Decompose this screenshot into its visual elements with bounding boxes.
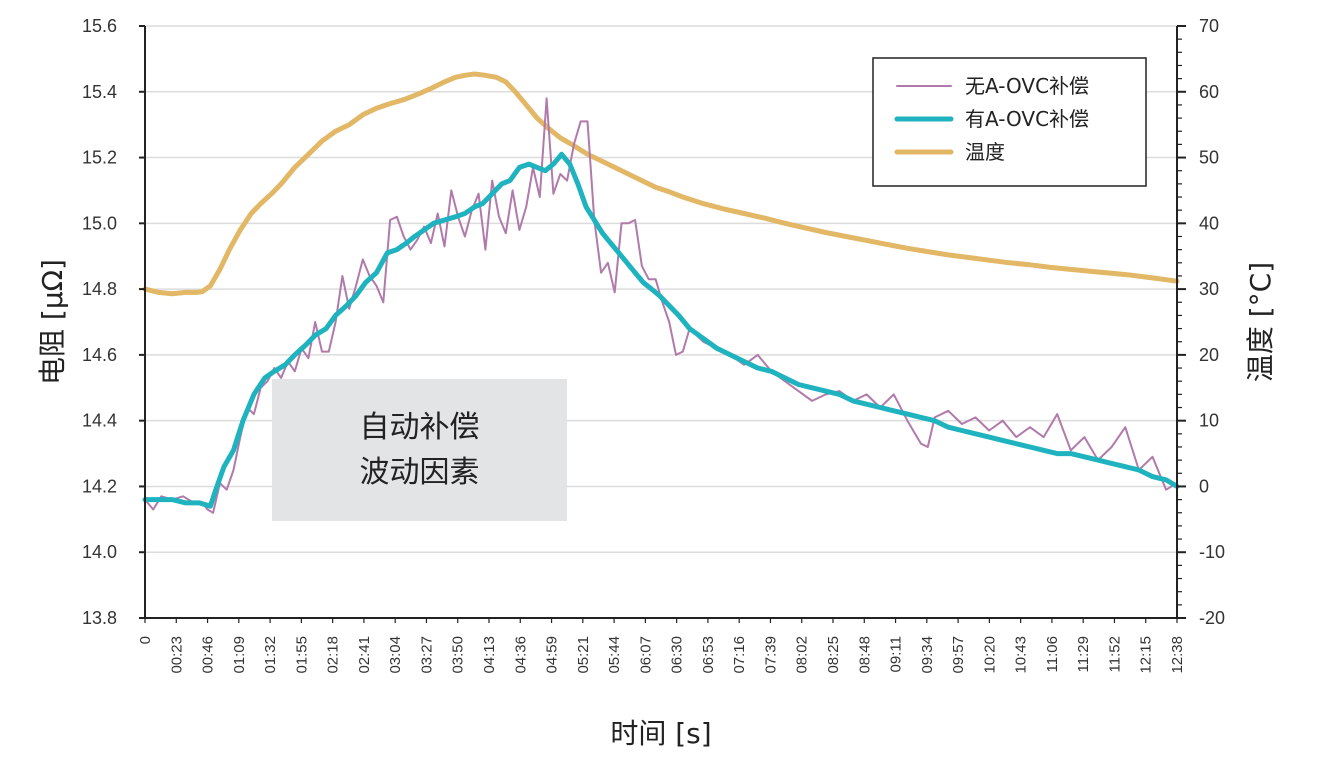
annotation-line-2: 波动因素 (360, 455, 480, 490)
x-tick-label: 10:43 (1013, 636, 1030, 674)
x-tick-label: 05:21 (575, 636, 592, 674)
annotation-background (272, 379, 567, 521)
x-tick-label: 04:13 (481, 636, 498, 674)
x-tick-label: 12:15 (1138, 636, 1155, 674)
right-tick-label: 30 (1199, 279, 1219, 299)
x-tick-label: 06:07 (637, 636, 654, 674)
y-axis-right-title: 温度 [°C] (1244, 262, 1277, 382)
left-tick-label: 13.8 (82, 608, 117, 628)
x-tick-label: 05:44 (606, 636, 623, 674)
x-tick-label: 12:38 (1169, 636, 1186, 674)
left-tick-label: 15.4 (82, 82, 117, 102)
x-tick-label: 09:11 (888, 636, 905, 672)
annotation-box: 自动补偿 波动因素 (272, 379, 567, 521)
left-tick-label: 15.2 (82, 148, 117, 168)
x-tick-label: 06:30 (669, 636, 686, 674)
x-tick-label: 04:59 (544, 636, 561, 674)
left-tick-label: 15.6 (82, 16, 117, 36)
right-tick-label: 40 (1199, 213, 1219, 233)
x-tick-label: 01:32 (262, 636, 279, 674)
right-tick-label: -20 (1199, 608, 1225, 628)
left-tick-label: 14.6 (82, 345, 117, 365)
x-tick-label: 09:34 (919, 636, 936, 674)
legend-label-0: 无A-OVC补偿 (965, 74, 1089, 98)
x-tick-label: 03:27 (418, 636, 435, 674)
left-tick-label: 14.4 (82, 411, 117, 431)
x-tick-label: 01:55 (293, 636, 310, 674)
right-tick-label: 0 (1199, 476, 1209, 496)
x-axis-title: 时间 [s] (610, 717, 711, 750)
x-tick-label: 01:09 (231, 636, 248, 674)
x-tick-label: 08:02 (794, 636, 811, 674)
x-tick-label: 04:36 (512, 636, 529, 674)
right-tick-label: -10 (1199, 542, 1225, 562)
series-layer (142, 71, 1180, 514)
x-tick-labels: 0 00:23 00:46 01:09 01:32 01:55 02:18 02:41 03:0… (137, 636, 1186, 674)
x-tick-label: 11:06 (1044, 636, 1061, 672)
x-tick-label: 11:52 (1106, 636, 1123, 672)
annotation-line-1: 自动补偿 (360, 410, 480, 445)
right-tick-label: 60 (1199, 82, 1219, 102)
right-tick-label: 20 (1199, 345, 1219, 365)
series-line-0 (144, 97, 1178, 514)
series-line-2 (142, 71, 1180, 297)
right-tick-labels: -20 -10 0 10 20 30 40 50 60 70 (1199, 16, 1225, 628)
series-line-1 (142, 151, 1180, 509)
x-tick-label: 02:41 (356, 636, 373, 674)
legend-frame (872, 57, 1147, 187)
x-tick-label: 07:39 (762, 636, 779, 674)
x-tick-label: 11:29 (1075, 636, 1092, 672)
x-tick-label: 03:04 (387, 636, 404, 674)
legend-label-2: 温度 (965, 140, 1005, 164)
left-tick-labels: 13.8 14.0 14.2 14.4 14.6 14.8 15.0 15.2 15.4 15.6 (82, 16, 117, 628)
left-tick-label: 14.0 (82, 542, 117, 562)
legend-label-1: 有A-OVC补偿 (965, 107, 1089, 131)
right-tick-label: 50 (1199, 148, 1219, 168)
right-tick-label: 70 (1199, 16, 1219, 36)
x-tick-label: 03:50 (450, 636, 467, 674)
x-tick-label: 08:48 (856, 636, 873, 674)
x-tick-label: 06:53 (700, 636, 717, 674)
x-tick-label: 08:25 (825, 636, 842, 674)
x-tick-label: 00:46 (200, 636, 217, 674)
y-axis-left-title: 电阻 [μΩ] (36, 259, 69, 385)
left-tick-label: 14.8 (82, 279, 117, 299)
right-tick-label: 10 (1199, 411, 1219, 431)
x-tick-label: 07:16 (731, 636, 748, 674)
left-tick-label: 15.0 (82, 213, 117, 233)
left-tick-label: 14.2 (82, 476, 117, 496)
x-tick-label: 00:23 (168, 636, 185, 674)
x-tick-label: 10:20 (981, 636, 998, 674)
axes (139, 25, 1186, 623)
x-tick-label: 02:18 (325, 636, 342, 674)
x-tick-label: 0 (137, 636, 154, 644)
x-tick-label: 09:57 (950, 636, 967, 674)
